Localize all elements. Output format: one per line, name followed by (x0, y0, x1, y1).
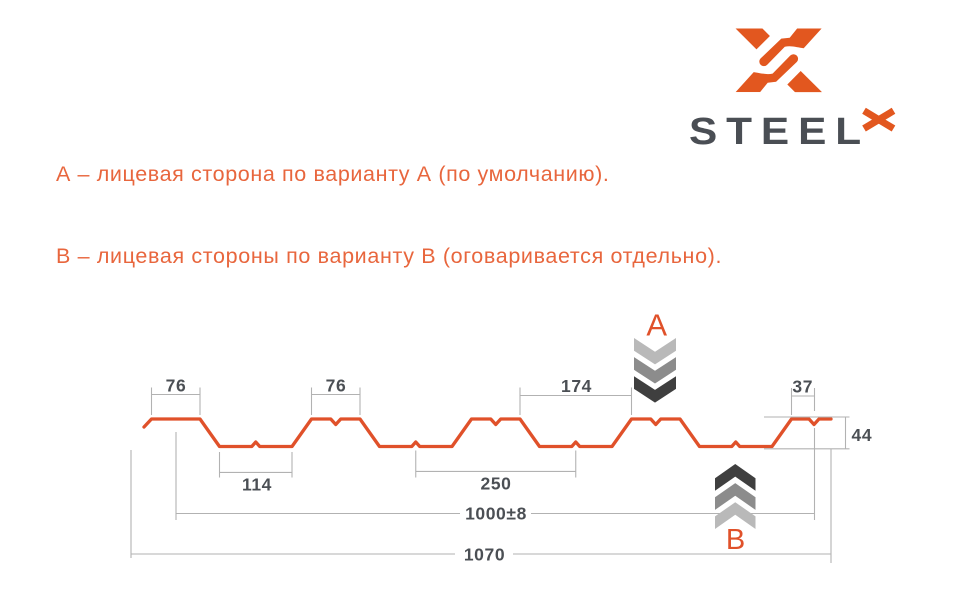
svg-text:1000±8: 1000±8 (465, 504, 527, 524)
svg-text:114: 114 (242, 474, 272, 494)
svg-text:174: 174 (561, 376, 592, 396)
svg-text:76: 76 (166, 376, 187, 396)
svg-text:А – лицевая сторона по вариант: А – лицевая сторона по варианту А (по ум… (56, 162, 610, 186)
svg-text:STEEL: STEEL (689, 111, 870, 153)
svg-text:В – лицевая стороны по вариант: В – лицевая стороны по варианту В (огова… (56, 244, 722, 268)
svg-text:B: B (726, 524, 745, 556)
svg-text:44: 44 (852, 425, 873, 445)
svg-text:76: 76 (326, 376, 347, 396)
svg-text:A: A (646, 308, 667, 343)
svg-text:250: 250 (481, 473, 512, 493)
svg-text:37: 37 (792, 377, 813, 397)
svg-text:1070: 1070 (464, 545, 505, 565)
